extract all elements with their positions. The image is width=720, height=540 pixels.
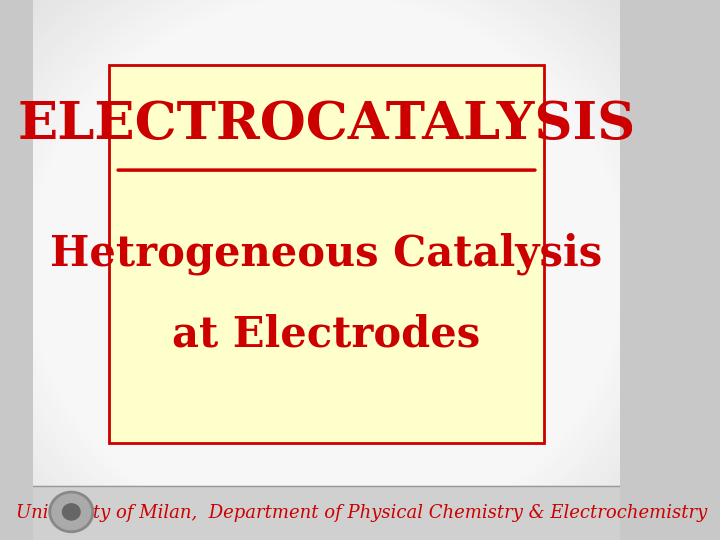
Ellipse shape <box>0 0 678 540</box>
Circle shape <box>63 504 80 520</box>
Ellipse shape <box>0 0 659 540</box>
Ellipse shape <box>0 0 654 540</box>
Ellipse shape <box>14 0 639 540</box>
Ellipse shape <box>0 0 674 540</box>
Ellipse shape <box>0 0 688 540</box>
Ellipse shape <box>23 0 630 540</box>
Ellipse shape <box>19 0 634 540</box>
Text: at Electrodes: at Electrodes <box>172 314 481 356</box>
Ellipse shape <box>0 0 664 540</box>
FancyBboxPatch shape <box>109 65 544 443</box>
Text: Hetrogeneous Catalysis: Hetrogeneous Catalysis <box>50 233 603 275</box>
Ellipse shape <box>0 0 703 540</box>
Ellipse shape <box>0 0 698 540</box>
Text: University of Milan,  Department of Physical Chemistry & Electrochemistry: University of Milan, Department of Physi… <box>16 504 707 522</box>
Ellipse shape <box>0 0 683 540</box>
Bar <box>33 486 620 540</box>
Text: ELECTROCATALYSIS: ELECTROCATALYSIS <box>17 99 636 150</box>
Circle shape <box>49 491 94 532</box>
Circle shape <box>52 494 91 530</box>
Ellipse shape <box>4 0 649 540</box>
Ellipse shape <box>9 0 644 540</box>
Ellipse shape <box>28 0 625 540</box>
Ellipse shape <box>0 0 669 540</box>
Ellipse shape <box>0 0 693 540</box>
